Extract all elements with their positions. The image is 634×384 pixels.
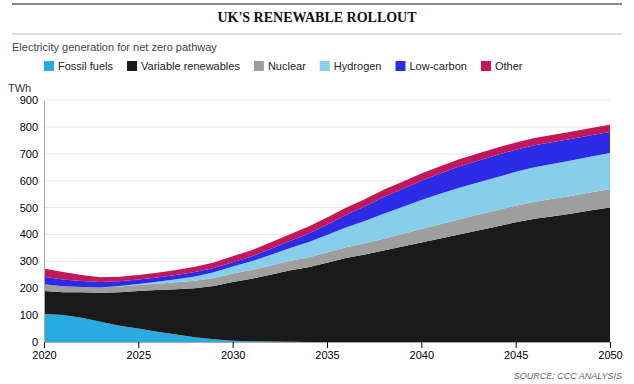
y-tick-label: 800 [20,121,38,133]
y-tick-label: 300 [20,255,38,267]
y-tick-label: 0 [32,336,38,348]
legend-swatch [44,61,54,71]
x-tick: 2030 [221,342,245,361]
grid-line [44,126,610,127]
legend-label: Hydrogen [334,60,382,72]
x-tick-mark [138,342,139,348]
y-tick-label: 700 [20,148,38,160]
y-tick: 0 [32,336,44,348]
chart: UK'S RENEWABLE ROLLOUT Electricity genera… [0,0,634,384]
subtitle: Electricity generation for net zero path… [12,41,217,53]
title-rule-top [12,3,622,4]
y-tick: 300 [20,255,44,267]
y-tick: 900 [20,94,44,106]
x-tick: 2035 [315,342,339,361]
y-tick: 600 [20,175,44,187]
y-axis: 0 100 200 300 400 500 600 700 800 900 [20,94,45,348]
y-tick-label: 100 [20,309,38,321]
grid [44,100,610,342]
title-rule-bottom [12,34,622,35]
x-tick-label: 2025 [127,349,151,361]
x-tick-label: 2045 [504,349,528,361]
y-tick: 700 [20,148,44,160]
x-tick-mark [233,342,234,348]
x-tick-label: 2040 [410,349,434,361]
legend-label: Fossil fuels [58,60,114,72]
x-tick: 2040 [410,342,434,361]
legend-swatch [320,61,330,71]
y-tick-label: 200 [20,282,38,294]
y-tick-label: 900 [20,94,38,106]
area [44,125,610,282]
legend-item: Other [481,60,523,72]
legend-label: Nuclear [268,60,306,72]
x-axis: 2020 2025 2030 2035 2040 2045 2050 [32,342,622,361]
y-tick-label: 600 [20,175,38,187]
legend: Fossil fuels Variable renewables Nuclear Hy… [44,60,523,72]
y-tick: 400 [20,228,44,240]
x-tick-mark [44,342,45,348]
y-tick: 500 [20,202,44,214]
y-axis-line [44,101,45,343]
areas [44,125,610,342]
grid-line [44,100,610,101]
y-tick-label: 500 [20,202,38,214]
y-axis-label: TWh [8,82,31,94]
legend-item: Fossil fuels [44,60,114,72]
y-tick: 100 [20,309,44,321]
legend-item: Hydrogen [320,60,382,72]
x-tick-mark [421,342,422,348]
legend-label: Other [495,60,523,72]
x-tick-label: 2035 [315,349,339,361]
legend-item: Nuclear [254,60,306,72]
x-tick-label: 2020 [32,349,56,361]
y-tick: 800 [20,121,44,133]
x-tick-label: 2030 [221,349,245,361]
x-tick-label: 2050 [598,349,622,361]
legend-item: Low-carbon [396,60,467,72]
x-tick: 2050 [598,342,622,361]
title: UK'S RENEWABLE ROLLOUT [217,10,417,25]
legend-label: Low-carbon [410,60,467,72]
x-tick-mark [327,342,328,348]
legend-swatch [481,61,491,71]
plot: TWh 2020 2025 2030 2035 2040 2045 2050 0 100 200 30… [8,82,623,361]
x-tick: 2025 [127,342,151,361]
x-tick-mark [610,342,611,348]
x-tick-mark [516,342,517,348]
legend-swatch [396,61,406,71]
annotation: SOURCE: CCC ANALYSIS [514,371,622,381]
y-tick: 200 [20,282,44,294]
legend-item: Variable renewables [127,60,240,72]
area [44,132,610,287]
x-tick: 2045 [504,342,528,361]
legend-swatch [254,61,264,71]
legend-swatch [127,61,137,71]
y-tick-label: 400 [20,228,38,240]
legend-label: Variable renewables [141,60,240,72]
